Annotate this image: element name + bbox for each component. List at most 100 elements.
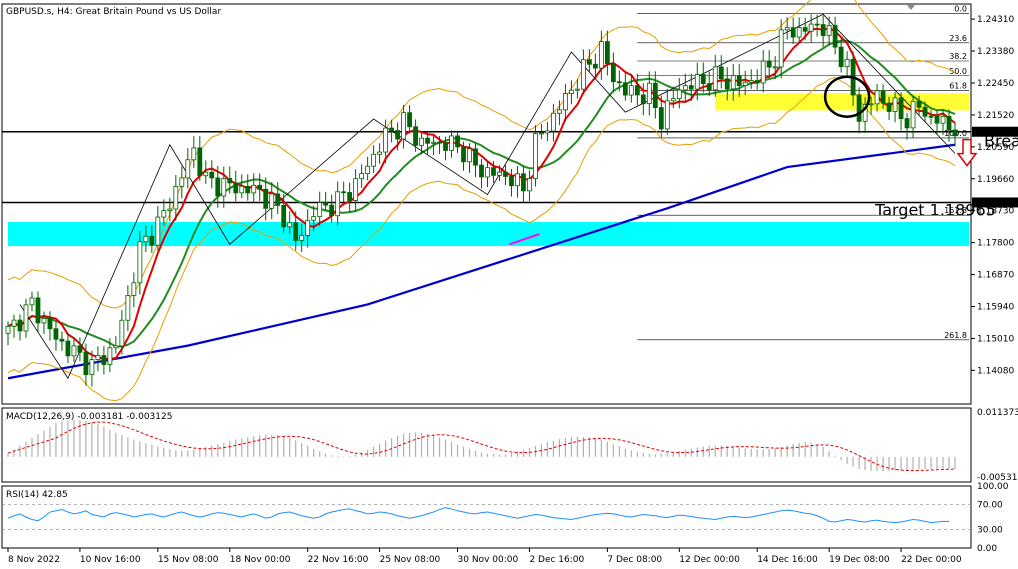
candle bbox=[592, 63, 598, 69]
candle bbox=[491, 167, 496, 176]
candle bbox=[934, 115, 940, 124]
candle bbox=[736, 75, 742, 86]
candle bbox=[371, 153, 377, 167]
candle bbox=[41, 317, 47, 324]
time-tick-label: 14 Dec 16:00 bbox=[757, 555, 818, 565]
candle bbox=[353, 178, 359, 201]
fib-label: 38.2 bbox=[949, 52, 967, 61]
candle bbox=[808, 23, 814, 32]
candle bbox=[17, 319, 23, 332]
candle bbox=[275, 193, 281, 206]
fib-label: 161.8 bbox=[944, 206, 967, 215]
candle bbox=[598, 41, 604, 69]
candle bbox=[443, 142, 448, 151]
time-tick-label: 15 Nov 08:00 bbox=[158, 555, 219, 565]
candle bbox=[910, 100, 916, 129]
fib-label: 23.6 bbox=[949, 34, 967, 43]
candle bbox=[293, 222, 299, 241]
candle bbox=[521, 173, 526, 192]
candle bbox=[742, 81, 748, 86]
price-tick-label: 1.15940 bbox=[977, 302, 1014, 312]
candle bbox=[401, 112, 406, 140]
bollinger-lower bbox=[7, 76, 956, 402]
candle bbox=[688, 85, 694, 90]
candle bbox=[59, 338, 65, 342]
time-tick-label: 30 Nov 00:00 bbox=[458, 555, 519, 565]
candle bbox=[628, 85, 634, 96]
candle bbox=[245, 185, 251, 194]
candle bbox=[748, 80, 754, 83]
candle bbox=[131, 282, 137, 296]
ma-green bbox=[7, 39, 956, 348]
candle bbox=[323, 202, 329, 206]
rsi-tick-label: 30.00 bbox=[977, 525, 1003, 535]
candle bbox=[515, 173, 520, 187]
candle bbox=[239, 185, 245, 194]
price-tick-label: 1.18730 bbox=[977, 207, 1014, 217]
rsi-label: RSI(14) 42.85 bbox=[6, 490, 68, 500]
candle bbox=[940, 115, 946, 124]
candle bbox=[101, 355, 107, 365]
candle bbox=[820, 24, 826, 36]
shift-marker bbox=[907, 5, 916, 10]
candle bbox=[706, 83, 712, 91]
time-tick-label: 2 Dec 16:00 bbox=[529, 555, 584, 565]
candle bbox=[724, 78, 730, 90]
candle bbox=[47, 317, 53, 330]
rsi-panel bbox=[1, 485, 972, 549]
candle bbox=[503, 171, 508, 177]
candle bbox=[784, 27, 790, 31]
candle bbox=[431, 141, 436, 144]
price-tick-label: 1.14080 bbox=[977, 366, 1014, 376]
candle bbox=[269, 193, 275, 209]
price-tick-label: 1.16870 bbox=[977, 271, 1014, 281]
candle bbox=[389, 127, 394, 131]
candle bbox=[580, 59, 586, 90]
candle bbox=[844, 59, 850, 67]
candle bbox=[287, 222, 293, 228]
candle bbox=[335, 191, 341, 217]
candle bbox=[838, 46, 844, 67]
macd-tick-label: 0.011373 bbox=[977, 408, 1018, 418]
time-tick-label: 8 Nov 2022 bbox=[8, 555, 60, 565]
candle bbox=[928, 115, 934, 118]
candle bbox=[395, 130, 400, 140]
candle bbox=[868, 103, 874, 106]
chart-title: GBPUSD.s, H4: Great Britain Pound vs US … bbox=[6, 7, 221, 17]
candle bbox=[179, 177, 185, 187]
candle bbox=[533, 133, 538, 180]
candle bbox=[257, 184, 263, 190]
candle bbox=[557, 109, 562, 114]
candle bbox=[35, 297, 41, 324]
candle bbox=[119, 319, 125, 347]
zigzag-line bbox=[19, 13, 956, 380]
candle bbox=[65, 340, 71, 357]
candle bbox=[419, 137, 424, 146]
price-tick-label: 1.23380 bbox=[977, 47, 1014, 57]
candle bbox=[527, 178, 532, 192]
candle bbox=[700, 74, 706, 85]
candle bbox=[832, 25, 838, 48]
rsi-line bbox=[7, 507, 950, 524]
candle bbox=[670, 98, 676, 102]
candle bbox=[311, 216, 317, 221]
macd-tick-label: -0.005316 bbox=[977, 473, 1018, 483]
candle bbox=[802, 27, 808, 32]
price-tick-label: 1.24310 bbox=[977, 15, 1014, 25]
candle bbox=[778, 29, 784, 68]
price-tick-label: 1.22450 bbox=[977, 79, 1014, 89]
candle bbox=[425, 137, 430, 144]
price-tick-label: 1.20590 bbox=[977, 143, 1014, 153]
candle bbox=[29, 297, 35, 306]
candle bbox=[712, 66, 718, 91]
candle bbox=[227, 178, 233, 184]
candle bbox=[305, 219, 311, 236]
candle bbox=[173, 185, 179, 210]
candle bbox=[616, 81, 622, 84]
zone-cyan bbox=[8, 222, 969, 247]
candle bbox=[221, 178, 227, 197]
candle bbox=[125, 295, 131, 321]
candle bbox=[563, 93, 568, 111]
candle bbox=[796, 27, 802, 38]
